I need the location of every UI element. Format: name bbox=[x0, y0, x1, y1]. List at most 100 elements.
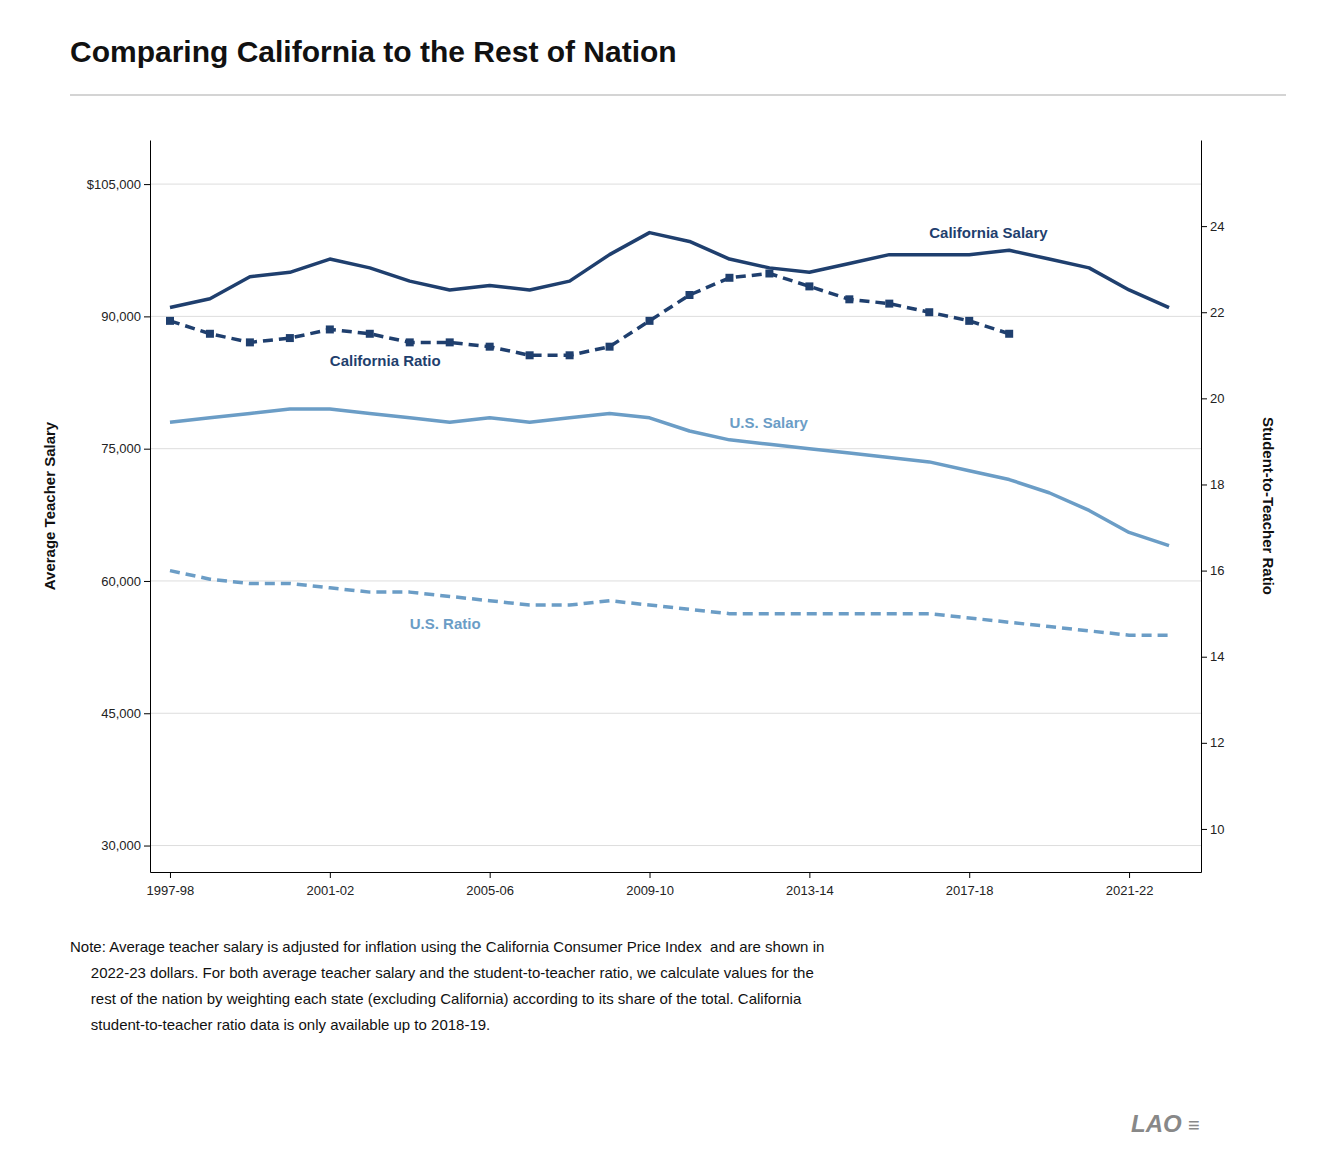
tick: 45,000 bbox=[101, 706, 150, 721]
marker bbox=[965, 317, 973, 325]
tick: 14 bbox=[1201, 649, 1224, 664]
tick-mark bbox=[144, 581, 150, 582]
tick-mark bbox=[144, 846, 150, 847]
tick: 90,000 bbox=[101, 309, 150, 324]
tick-label: 24 bbox=[1210, 219, 1224, 234]
title: Comparing California to the Rest of Nati… bbox=[70, 35, 677, 68]
tick-mark bbox=[1201, 743, 1207, 744]
tick-mark bbox=[1201, 829, 1207, 830]
tick-label: 2013-14 bbox=[786, 883, 834, 898]
series-line bbox=[170, 233, 1169, 308]
marker bbox=[206, 330, 214, 338]
axis-line bbox=[151, 872, 1202, 873]
tick: 2021-22 bbox=[1106, 872, 1154, 898]
marker bbox=[646, 317, 654, 325]
axis-line bbox=[1201, 141, 1202, 873]
tick-label: 30,000 bbox=[101, 838, 141, 853]
tick: 12 bbox=[1201, 735, 1224, 750]
tick: 2001-02 bbox=[306, 872, 354, 898]
tick: 16 bbox=[1201, 563, 1224, 578]
marker bbox=[526, 351, 534, 359]
marker bbox=[685, 291, 693, 299]
tick-mark bbox=[1201, 657, 1207, 658]
marker bbox=[366, 330, 374, 338]
grid bbox=[150, 184, 1201, 845]
separator bbox=[70, 94, 1286, 95]
tick-label: 16 bbox=[1210, 563, 1224, 578]
plot: 1997-98 2001-02 2005-06 2009-10 2013-14 2017-… bbox=[41, 141, 1277, 899]
chart-svg: Comparing California to the Rest of Nati… bbox=[0, 0, 1331, 1172]
tick-mark bbox=[650, 872, 651, 878]
series-label: U.S. Salary bbox=[729, 414, 808, 431]
tick-mark bbox=[144, 184, 150, 185]
tick: 20 bbox=[1201, 391, 1224, 406]
tick-label: 2021-22 bbox=[1106, 883, 1154, 898]
series-labels: California SalaryU.S. SalaryCalifornia R… bbox=[330, 224, 1048, 632]
tick: $105,000 bbox=[87, 177, 150, 192]
tick-label: 90,000 bbox=[101, 309, 141, 324]
tick-mark bbox=[144, 316, 150, 317]
tick-label: 18 bbox=[1210, 477, 1224, 492]
tick: 22 bbox=[1201, 305, 1224, 320]
grid-line bbox=[150, 713, 1201, 714]
tick-label: 2017-18 bbox=[946, 883, 994, 898]
tick-label: $105,000 bbox=[87, 177, 141, 192]
series-group bbox=[166, 233, 1169, 636]
tick: 2013-14 bbox=[786, 872, 834, 898]
tick-label: 1997-98 bbox=[147, 883, 195, 898]
tick: 2017-18 bbox=[946, 872, 994, 898]
tick: 18 bbox=[1201, 477, 1224, 492]
tick: 10 bbox=[1201, 822, 1224, 837]
note: Note: Average teacher salary is adjusted… bbox=[70, 938, 824, 1033]
tick: 2009-10 bbox=[626, 872, 674, 898]
tick-label: 2005-06 bbox=[466, 883, 514, 898]
tick-label: 10 bbox=[1210, 822, 1224, 837]
logo-symbol: ≡ bbox=[1188, 1114, 1200, 1136]
tick: 1997-98 bbox=[147, 872, 195, 898]
tick-mark bbox=[144, 713, 150, 714]
tick-label: 12 bbox=[1210, 735, 1224, 750]
marker bbox=[805, 282, 813, 290]
marker bbox=[446, 338, 454, 346]
marker bbox=[286, 334, 294, 342]
tick-mark bbox=[1129, 872, 1130, 878]
tick-label: 22 bbox=[1210, 305, 1224, 320]
tick: 30,000 bbox=[101, 838, 150, 853]
tick-mark bbox=[1201, 398, 1207, 399]
x-axis: 1997-98 2001-02 2005-06 2009-10 2013-14 2017-… bbox=[147, 872, 1202, 898]
tick-mark bbox=[330, 872, 331, 878]
series-line bbox=[170, 409, 1169, 546]
marker bbox=[765, 269, 773, 277]
tick-label: 20 bbox=[1210, 391, 1224, 406]
marker bbox=[925, 308, 933, 316]
tick-mark bbox=[969, 872, 970, 878]
marker bbox=[1005, 330, 1013, 338]
y2-axis: 10 12 14 16 18 20 22 24 bbox=[1201, 141, 1224, 873]
tick-label: 75,000 bbox=[101, 441, 141, 456]
tick: 60,000 bbox=[101, 574, 150, 589]
tick: 2005-06 bbox=[466, 872, 514, 898]
tick-label: 45,000 bbox=[101, 706, 141, 721]
marker bbox=[166, 317, 174, 325]
marker bbox=[606, 343, 614, 351]
tick-mark bbox=[490, 872, 491, 878]
y-axis-title: Average Teacher Salary bbox=[41, 421, 58, 590]
marker bbox=[406, 338, 414, 346]
tick-label: 2009-10 bbox=[626, 883, 674, 898]
marker bbox=[725, 274, 733, 282]
marker bbox=[246, 338, 254, 346]
tick-mark bbox=[144, 449, 150, 450]
tick: 75,000 bbox=[101, 441, 150, 456]
tick-mark bbox=[809, 872, 810, 878]
tick-mark bbox=[1201, 484, 1207, 485]
grid-line bbox=[150, 845, 1201, 846]
series-label: California Ratio bbox=[330, 352, 441, 369]
tick-mark bbox=[170, 872, 171, 878]
grid-line bbox=[150, 184, 1201, 185]
tick-label: 14 bbox=[1210, 649, 1224, 664]
marker bbox=[326, 325, 334, 333]
axis-line bbox=[150, 141, 151, 873]
grid-line bbox=[150, 580, 1201, 581]
marker bbox=[845, 295, 853, 303]
tick: 24 bbox=[1201, 219, 1224, 234]
